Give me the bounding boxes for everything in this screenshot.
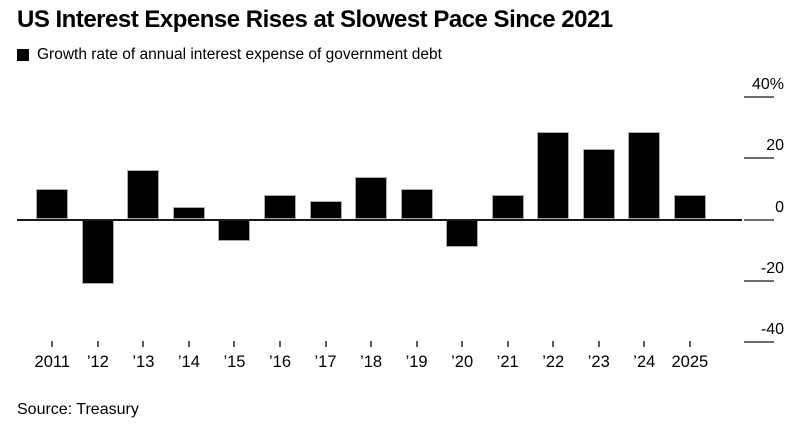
bar-23 [582, 149, 615, 220]
x-axis-label: ’23 [587, 353, 610, 371]
bar-12 [81, 219, 114, 284]
bar-18 [355, 176, 388, 220]
x-axis-tick [643, 341, 646, 347]
x-axis-label: 2025 [671, 353, 709, 371]
x-axis-label: ’17 [314, 353, 337, 371]
y-axis-tick [744, 341, 774, 344]
bar-21 [491, 194, 524, 220]
bar-2011 [36, 188, 69, 220]
y-axis-tick [744, 157, 774, 160]
x-axis-tick [506, 341, 509, 347]
y-axis-label: -40 [760, 321, 784, 339]
bar-22 [537, 132, 570, 220]
bar-17 [309, 201, 342, 220]
x-axis-label: 2011 [34, 353, 71, 371]
x-axis-label: ’24 [633, 353, 656, 371]
x-axis-tick [688, 341, 691, 347]
x-axis-tick [370, 341, 373, 347]
x-axis-label: ’18 [360, 353, 383, 371]
x-axis-tick [233, 341, 236, 347]
y-axis-label: -20 [760, 259, 784, 277]
x-axis-label: ’19 [405, 353, 428, 371]
x-axis-label: ’14 [177, 353, 200, 371]
x-axis-tick [324, 341, 327, 347]
x-axis-label: ’21 [496, 353, 519, 371]
x-axis-label: ’13 [132, 353, 155, 371]
x-axis-tick [187, 341, 190, 347]
zero-baseline [17, 218, 742, 221]
y-axis-tick [744, 95, 774, 98]
legend-label: Growth rate of annual interest expense o… [37, 46, 442, 63]
y-axis-label: 40% [751, 75, 784, 93]
legend: Growth rate of annual interest expense o… [17, 46, 442, 63]
chart-title: US Interest Expense Rises at Slowest Pac… [17, 6, 613, 33]
x-axis-label: ’15 [223, 353, 246, 371]
bar-2025 [673, 194, 706, 220]
x-axis-label: ’16 [268, 353, 292, 371]
bar-24 [628, 132, 661, 220]
x-axis-label: ’20 [451, 353, 474, 371]
x-axis-tick [552, 341, 555, 347]
x-axis-label: ’12 [86, 353, 109, 371]
y-axis-tick [744, 279, 774, 282]
bar-19 [400, 188, 433, 220]
source-attribution: Source: Treasury [17, 401, 139, 418]
bar-20 [446, 219, 479, 248]
bar-13 [127, 170, 160, 220]
y-axis-label: 20 [766, 137, 784, 155]
bar-16 [264, 194, 296, 220]
x-axis-tick [142, 341, 145, 347]
y-axis-label: 0 [775, 198, 784, 216]
x-axis-tick [597, 341, 600, 347]
x-axis-tick [96, 341, 99, 347]
x-axis-tick [279, 341, 281, 347]
x-axis-label: ’22 [542, 353, 565, 371]
x-axis-tick [415, 341, 418, 347]
x-axis-tick [51, 341, 54, 347]
y-axis-tick-zero [744, 218, 774, 221]
bar-15 [218, 219, 251, 241]
legend-swatch-icon [17, 49, 29, 61]
x-axis-tick [461, 341, 464, 347]
